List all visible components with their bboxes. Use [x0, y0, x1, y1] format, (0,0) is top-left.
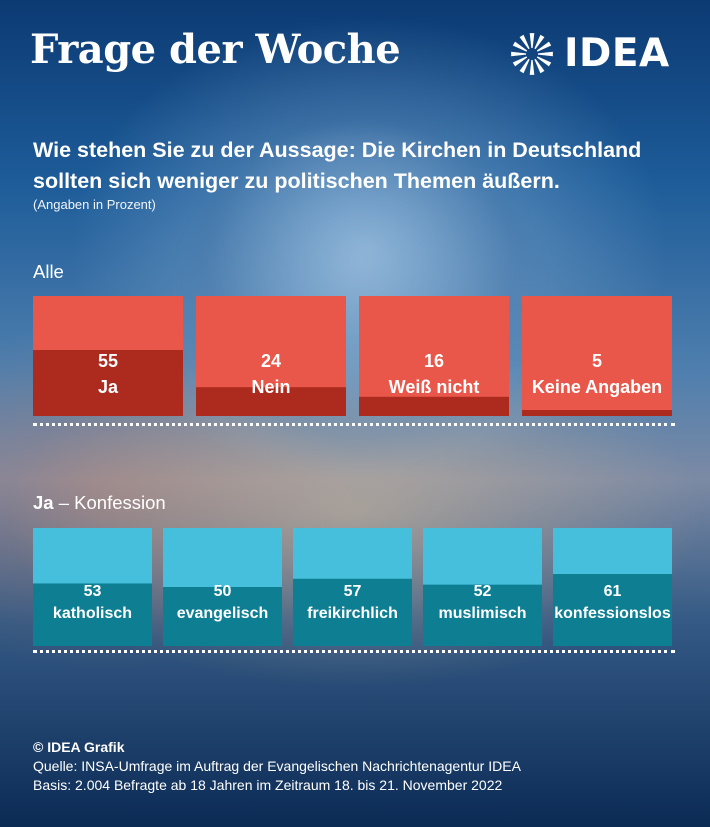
alle-bar [359, 396, 509, 416]
logo-text: IDEA [564, 31, 670, 76]
copyright: © IDEA Grafik [33, 739, 125, 755]
chart-alle: 55 Ja 24 Nein 16 Weiß nicht 5 Keine Angaben [33, 296, 672, 416]
konfession-category-label: muslimisch [438, 605, 526, 622]
konfession-category-label: konfessionslos [554, 605, 671, 622]
chart-konfession: 53 katholisch 50 evangelisch 57 freikirchlich… [33, 528, 672, 646]
sunburst-ray [534, 34, 545, 50]
idea-sunburst-icon [511, 33, 553, 75]
sunburst-ray [537, 51, 553, 57]
alle-category-label: Weiß nicht [389, 377, 480, 397]
konfession-category-label: katholisch [53, 605, 132, 622]
sunburst-ray [519, 58, 530, 74]
alle-bar [196, 387, 346, 416]
sunburst-ray [536, 56, 552, 67]
sunburst-ray [529, 33, 535, 49]
divider-konfession [33, 650, 675, 653]
unit-note: (Angaben in Prozent) [33, 197, 156, 212]
source-note: Quelle: INSA-Umfrage im Auftrag der Evan… [33, 758, 521, 774]
alle-category-label: Keine Angaben [532, 377, 662, 397]
sunburst-ray [529, 59, 535, 75]
survey-question: Wie stehen Sie zu der Aussage: Die Kirch… [33, 138, 642, 193]
konfession-bar [423, 584, 542, 646]
konfession-bar [163, 587, 282, 646]
alle-value-label: 55 [98, 351, 118, 371]
footer: © IDEA Grafik Quelle: INSA-Umfrage im Au… [33, 738, 521, 795]
section-label-konfession: Ja – Konfession [33, 492, 166, 514]
alle-category-label: Ja [98, 377, 119, 397]
alle-category-label: Nein [251, 377, 290, 397]
konfession-bar [33, 583, 152, 646]
alle-bar [522, 410, 672, 416]
konfession-category-label: freikirchlich [307, 605, 398, 622]
basis-note: Basis: 2.004 Befragte ab 18 Jahren im Ze… [33, 777, 503, 793]
konfession-value-label: 50 [214, 583, 232, 600]
konfession-category-label: evangelisch [177, 605, 269, 622]
konfession-bar [553, 574, 672, 646]
divider-alle [33, 423, 675, 426]
alle-value-label: 16 [424, 351, 444, 371]
sunburst-ray [519, 34, 530, 50]
section-label-ja: Ja [33, 492, 54, 513]
konfession-value-label: 61 [604, 583, 622, 600]
idea-logo: IDEA [510, 30, 690, 78]
alle-value-label: 24 [261, 351, 281, 371]
sunburst-ray [512, 56, 528, 67]
section-label-alle: Alle [33, 261, 64, 282]
sunburst-ray [512, 41, 528, 52]
page-title: Frage der Woche [30, 26, 401, 73]
sunburst-ray [534, 58, 545, 74]
alle-value-label: 5 [592, 351, 602, 371]
alle-box [522, 296, 672, 416]
alle-bar [33, 350, 183, 416]
alle-box [359, 296, 509, 416]
konfession-value-label: 57 [344, 583, 362, 600]
konfession-value-label: 53 [84, 583, 102, 600]
sunburst-ray [536, 41, 552, 52]
sunburst-ray [511, 51, 527, 57]
section-label-konfession-text: – Konfession [53, 492, 166, 513]
konfession-bar [293, 578, 412, 646]
konfession-value-label: 52 [474, 583, 492, 600]
